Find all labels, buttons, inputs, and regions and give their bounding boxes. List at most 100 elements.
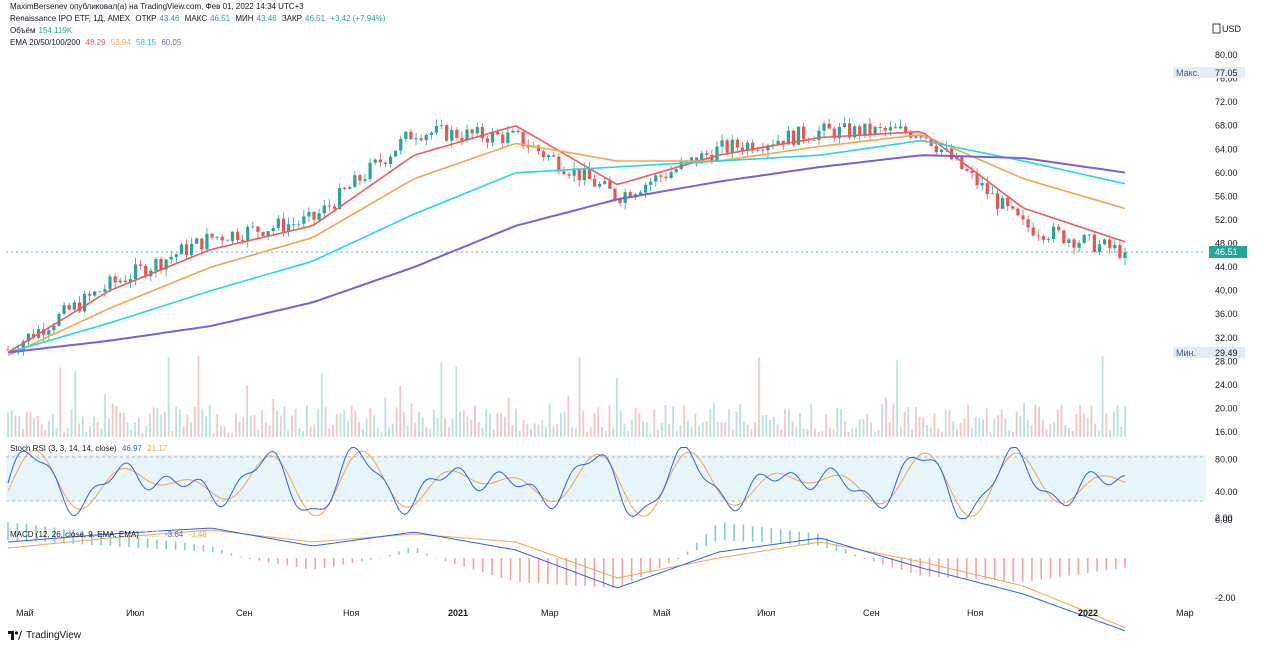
stoch-label[interactable]: Stoch RSI (3, 3, 14, 14, close) bbox=[10, 444, 117, 453]
time-axis[interactable]: Май Июл Сен Ноя 2021 Мар Май Июл Сен Ноя 2022 Мар bbox=[16, 608, 1194, 618]
volume-bar bbox=[1038, 406, 1040, 437]
macd-histogram-bar bbox=[779, 529, 782, 544]
volume-bar bbox=[242, 416, 245, 437]
macd-histogram-bar bbox=[798, 531, 801, 545]
volume-bar bbox=[1090, 405, 1093, 437]
volume-bar bbox=[227, 432, 230, 437]
candle-body bbox=[368, 162, 372, 180]
stoch-rsi-lines bbox=[7, 446, 1126, 519]
candle-body bbox=[113, 276, 117, 283]
volume-bar bbox=[141, 432, 144, 437]
candle-body bbox=[837, 127, 841, 139]
candle-body bbox=[689, 157, 694, 161]
volume-bar bbox=[234, 412, 237, 437]
candle-body bbox=[42, 328, 46, 335]
macd-signal-value: -3.48 bbox=[188, 530, 207, 539]
candle-body bbox=[276, 218, 280, 228]
volume-bar bbox=[642, 421, 644, 437]
candle-body bbox=[934, 145, 938, 153]
candle-body bbox=[205, 233, 209, 250]
time-tick-label: Ноя bbox=[343, 608, 360, 618]
volume-bar bbox=[664, 404, 667, 437]
candle-body bbox=[1046, 239, 1051, 240]
candle-body bbox=[751, 142, 755, 151]
volume-bar bbox=[96, 421, 99, 437]
volume-bar bbox=[164, 412, 166, 437]
candle-body bbox=[924, 137, 928, 139]
macd-label[interactable]: MACD (12, 26, close, 9, EMA, EMA) bbox=[10, 530, 139, 539]
candle-body bbox=[858, 126, 862, 137]
volume-bar bbox=[578, 357, 581, 437]
candle-body bbox=[394, 150, 398, 157]
candle-body bbox=[781, 140, 785, 145]
candle-body bbox=[995, 193, 1000, 209]
candle-body bbox=[873, 126, 877, 135]
tradingview-logo[interactable]: TradingView bbox=[8, 630, 81, 641]
candle-body bbox=[786, 130, 790, 145]
candle-body bbox=[302, 216, 306, 224]
ema-label[interactable]: EMA 20/50/100/200 bbox=[10, 38, 81, 47]
macd-histogram-bar bbox=[910, 558, 912, 573]
macd-histogram-bar bbox=[612, 558, 614, 588]
volume-bar bbox=[1030, 424, 1033, 437]
candle-body bbox=[720, 140, 724, 147]
volume-bar bbox=[160, 414, 163, 437]
candle-body bbox=[72, 302, 76, 310]
candle-body bbox=[1021, 215, 1025, 220]
price-axis[interactable]: 80.00 76.00 72.00 68.00 64.00 60.00 56.00 52.00… bbox=[1215, 50, 1238, 603]
macd-histogram-bar bbox=[938, 558, 940, 577]
volume-bar bbox=[862, 418, 865, 437]
volume-bar bbox=[754, 422, 757, 437]
macd-histogram-bar bbox=[705, 534, 707, 546]
volume-bar bbox=[914, 406, 917, 437]
volume-bar bbox=[414, 423, 417, 437]
macd-histogram-bar bbox=[1105, 558, 1108, 571]
macd-histogram-bar bbox=[807, 532, 810, 546]
volume-bar bbox=[1068, 428, 1070, 437]
candle-body bbox=[745, 142, 750, 151]
candle-body bbox=[26, 333, 31, 342]
macd-histogram-bar bbox=[44, 526, 47, 543]
macd-histogram-bar bbox=[258, 558, 261, 561]
candle-body bbox=[281, 218, 286, 232]
currency-label: USD bbox=[1222, 24, 1242, 34]
macd-histogram-bar bbox=[35, 525, 37, 542]
volume-bar bbox=[1124, 406, 1126, 437]
volume-bar bbox=[126, 422, 129, 437]
stoch-k-line bbox=[7, 446, 1126, 519]
volume-bar bbox=[399, 385, 402, 437]
candle-body bbox=[592, 178, 597, 187]
candle-body bbox=[1102, 239, 1107, 245]
volume-bar bbox=[1053, 421, 1055, 437]
volume-bar bbox=[279, 415, 282, 437]
candle-body bbox=[353, 175, 357, 188]
candle-body bbox=[939, 149, 943, 153]
volume-label[interactable]: Объём bbox=[10, 26, 36, 35]
volume-bar bbox=[952, 421, 955, 437]
volume-bar bbox=[851, 428, 854, 437]
macd-histogram-bar bbox=[723, 522, 726, 541]
candle-body bbox=[603, 181, 607, 184]
candle-body bbox=[761, 149, 765, 151]
candle-body bbox=[496, 131, 500, 135]
macd-histogram-bar bbox=[184, 542, 186, 551]
macd-histogram-bar bbox=[323, 558, 326, 568]
macd-histogram-bar bbox=[863, 558, 866, 559]
volume-bar bbox=[391, 423, 394, 437]
lock-icon[interactable] bbox=[1212, 23, 1221, 34]
candle-body bbox=[960, 156, 964, 169]
price-tick-label: 72.00 bbox=[1215, 97, 1238, 107]
macd-histogram-bar bbox=[1077, 558, 1080, 575]
macd-histogram-bar bbox=[621, 558, 624, 586]
min-value: 29.49 bbox=[1215, 348, 1238, 358]
symbol-name[interactable]: Renaissance IPO ETF, 1Д, AMEX bbox=[10, 14, 131, 23]
macd-histogram-bar bbox=[351, 558, 354, 563]
volume-bar bbox=[649, 432, 652, 437]
volume-bar bbox=[122, 412, 125, 437]
candle-body bbox=[970, 170, 974, 173]
volume-bar bbox=[907, 406, 910, 437]
volume-bar bbox=[937, 428, 940, 437]
volume-bar bbox=[1056, 409, 1059, 437]
volume-bar bbox=[870, 422, 872, 437]
